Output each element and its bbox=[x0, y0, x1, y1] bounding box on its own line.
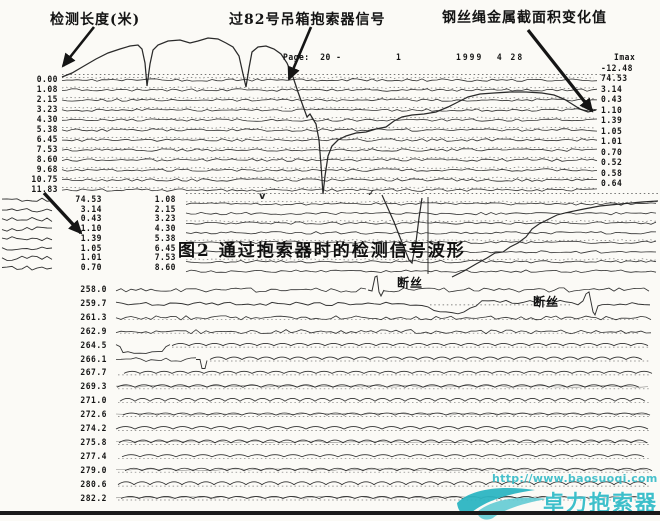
trace bbox=[61, 78, 598, 82]
trace bbox=[185, 221, 657, 225]
watermark-logo-swoosh-icon bbox=[457, 487, 547, 520]
trace bbox=[115, 329, 652, 335]
trace bbox=[185, 259, 657, 264]
trace bbox=[115, 412, 649, 416]
trace bbox=[115, 287, 367, 293]
trace bbox=[115, 496, 649, 499]
trace bbox=[115, 440, 649, 444]
trace bbox=[171, 342, 649, 347]
trace bbox=[117, 481, 647, 486]
broken-wire-trace bbox=[115, 291, 651, 316]
trace bbox=[123, 370, 653, 374]
trace bbox=[209, 356, 643, 360]
arrow-gripper-signal bbox=[287, 26, 313, 81]
trace bbox=[120, 495, 644, 499]
trace bbox=[61, 98, 598, 102]
trace bbox=[115, 426, 649, 430]
trace bbox=[62, 186, 595, 189]
rising-curve bbox=[451, 200, 659, 278]
trace bbox=[185, 211, 657, 216]
watermark-url: http://www.baosuoqi.com bbox=[492, 472, 658, 485]
arrow-cross-section bbox=[526, 29, 594, 113]
trace bbox=[61, 108, 598, 112]
trace bbox=[61, 88, 598, 92]
trace bbox=[61, 146, 595, 149]
trace bbox=[115, 385, 649, 388]
trace bbox=[61, 176, 595, 179]
trace bbox=[196, 359, 208, 369]
trace bbox=[61, 76, 595, 79]
trace bbox=[61, 166, 595, 169]
trace bbox=[383, 287, 650, 293]
trace bbox=[1, 226, 53, 232]
trace bbox=[115, 315, 652, 321]
area-change-curve bbox=[61, 37, 597, 195]
trace bbox=[61, 116, 595, 119]
trace bbox=[185, 231, 657, 235]
trace bbox=[61, 136, 595, 139]
trace bbox=[185, 250, 657, 254]
gripper-v-signal bbox=[381, 194, 423, 265]
trace bbox=[1, 236, 53, 242]
trace bbox=[61, 96, 595, 99]
trace bbox=[1, 265, 53, 271]
trace bbox=[115, 357, 197, 362]
trace bbox=[185, 269, 657, 273]
trace bbox=[61, 118, 598, 122]
trace bbox=[61, 188, 598, 192]
trace bbox=[61, 138, 598, 142]
arrow-middle-strip bbox=[42, 191, 83, 235]
trace bbox=[1, 255, 53, 261]
trace bbox=[1, 217, 53, 222]
trace bbox=[119, 397, 646, 402]
trace bbox=[1, 197, 53, 202]
trace bbox=[61, 158, 598, 162]
trace bbox=[61, 126, 594, 129]
trace bbox=[115, 468, 649, 471]
trace bbox=[1, 208, 53, 213]
broken-wire-spike bbox=[367, 275, 385, 298]
trace bbox=[61, 86, 595, 89]
trace bbox=[118, 439, 648, 444]
bottom-border bbox=[0, 511, 660, 515]
trace bbox=[1, 246, 53, 251]
trace bbox=[115, 344, 171, 354]
trace bbox=[121, 454, 645, 458]
trace bbox=[61, 178, 597, 182]
trace bbox=[61, 128, 598, 132]
trace bbox=[124, 467, 653, 472]
trace bbox=[185, 240, 657, 245]
trace bbox=[61, 168, 598, 172]
arrow-detection-length bbox=[61, 26, 96, 68]
